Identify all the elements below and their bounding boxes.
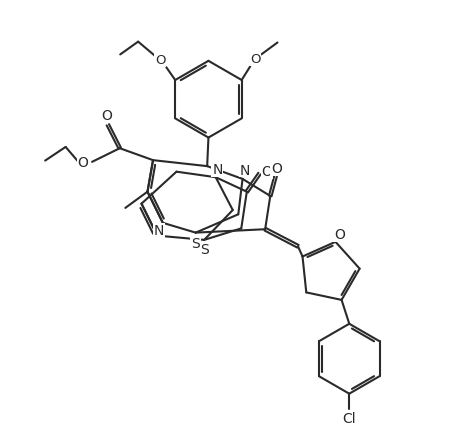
Text: O: O	[78, 155, 88, 170]
Text: O: O	[101, 109, 112, 123]
Text: S: S	[200, 243, 208, 256]
Text: O: O	[334, 227, 345, 242]
Text: N: N	[153, 224, 164, 238]
Text: S: S	[191, 236, 200, 250]
Text: O: O	[271, 161, 282, 175]
Text: O: O	[155, 54, 166, 67]
Text: N: N	[240, 163, 250, 177]
Text: O: O	[261, 165, 272, 179]
Text: N: N	[212, 162, 223, 176]
Text: Cl: Cl	[342, 412, 356, 426]
Text: O: O	[250, 53, 261, 66]
